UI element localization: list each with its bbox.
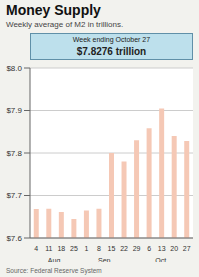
html-text:$7.8276 trillion: $7.8276 trillion xyxy=(76,46,147,57)
svg-text:11: 11 xyxy=(45,245,52,252)
svg-text:6: 6 xyxy=(147,245,151,252)
svg-text:20: 20 xyxy=(170,245,178,252)
svg-text:22: 22 xyxy=(120,245,128,252)
html-text:Weekly average of M2 in trilli: Weekly average of M2 in trillions. xyxy=(6,20,124,29)
html-text:Source: Federal Reserve System: Source: Federal Reserve System xyxy=(6,267,102,274)
html-text:Money Supply: Money Supply xyxy=(6,2,101,18)
svg-text:13: 13 xyxy=(158,245,166,252)
svg-text:25: 25 xyxy=(70,245,78,252)
svg-text:8: 8 xyxy=(97,245,101,252)
svg-text:Oct.: Oct. xyxy=(155,257,168,262)
svg-text:18: 18 xyxy=(57,245,65,252)
svg-text:1: 1 xyxy=(84,245,88,252)
svg-text:29: 29 xyxy=(133,245,141,252)
svg-text:$7.6: $7.6 xyxy=(8,234,23,243)
svg-text:$7.8: $7.8 xyxy=(8,149,23,158)
svg-text:$7.9: $7.9 xyxy=(8,106,23,115)
html-text:Week ending October 27: Week ending October 27 xyxy=(72,36,151,43)
svg-text:Aug.: Aug. xyxy=(48,257,62,262)
svg-text:$8.0: $8.0 xyxy=(8,64,23,73)
svg-text:Sep.: Sep. xyxy=(98,257,112,262)
svg-text:15: 15 xyxy=(108,245,116,252)
svg-text:27: 27 xyxy=(183,245,191,252)
svg-text:4: 4 xyxy=(34,245,38,252)
svg-text:$7.7: $7.7 xyxy=(8,191,23,200)
